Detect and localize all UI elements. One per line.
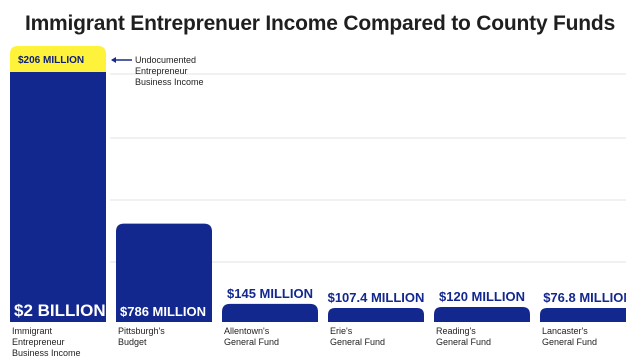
annotation-arrowhead: [111, 57, 116, 63]
category-label: Pittsburgh's Budget: [118, 326, 165, 347]
bar-value-label: $120 MILLION: [439, 289, 525, 304]
bar-value-label: $786 MILLION: [120, 304, 206, 319]
bar-value-label: $76.8 MILLION: [543, 290, 626, 305]
annotation-text: Undocumented Entrepreneur Business Income: [135, 55, 204, 87]
category-label: Lancaster's General Fund: [542, 326, 597, 347]
highlight-value-label: $206 MILLION: [18, 55, 84, 66]
bar: [540, 308, 626, 322]
bar: [434, 306, 530, 322]
bar-value-label: $107.4 MILLION: [328, 290, 425, 305]
highlight-bar-segment: [10, 46, 106, 72]
bar-value-label: $145 MILLION: [227, 286, 313, 301]
category-label: Immigrant Entrepreneur Business Income: [12, 326, 81, 358]
bar-value-label: $2 BILLION: [14, 301, 106, 320]
bar: [328, 308, 424, 322]
bar: [116, 223, 212, 322]
bar: [10, 71, 106, 322]
category-label: Erie's General Fund: [330, 326, 385, 347]
chart-title: Immigrant Entreprenuer Income Compared t…: [24, 12, 616, 35]
category-label: Reading's General Fund: [436, 326, 491, 347]
category-label: Allentown's General Fund: [224, 326, 279, 347]
bar: [222, 303, 318, 322]
